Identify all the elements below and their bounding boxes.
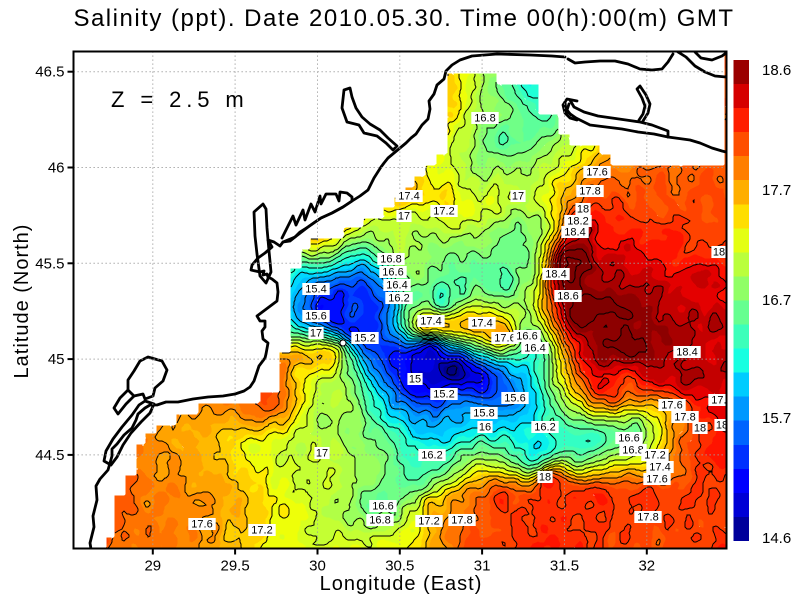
svg-text:18.2: 18.2 [567,216,588,228]
svg-text:17.4: 17.4 [649,462,670,474]
svg-text:17.6: 17.6 [711,395,732,407]
svg-text:16: 16 [479,422,491,434]
svg-text:15.7: 15.7 [762,410,791,427]
svg-text:18: 18 [577,204,589,216]
svg-text:15: 15 [409,374,421,386]
svg-text:17.8: 17.8 [674,412,695,424]
svg-text:Latitude (North): Latitude (North) [11,224,33,379]
svg-text:18: 18 [539,472,551,484]
svg-text:15.8: 15.8 [473,408,494,420]
svg-text:17.4: 17.4 [471,318,492,330]
svg-text:Salinity (ppt). Date 2010.05.3: Salinity (ppt). Date 2010.05.30. Time 00… [73,5,734,32]
svg-text:16.4: 16.4 [386,280,407,292]
svg-text:30.5: 30.5 [385,558,414,575]
svg-text:29: 29 [144,558,161,575]
svg-text:45: 45 [48,351,65,368]
svg-text:15.4: 15.4 [305,284,326,296]
svg-text:17: 17 [398,211,410,223]
svg-text:29.5: 29.5 [220,558,249,575]
svg-text:Longitude (East): Longitude (East) [320,573,483,595]
svg-text:17: 17 [310,328,322,340]
svg-text:14.6: 14.6 [762,530,791,547]
svg-text:17.4: 17.4 [420,316,441,328]
svg-text:17.6: 17.6 [646,474,667,486]
svg-text:18: 18 [694,423,706,435]
svg-text:16.2: 16.2 [534,422,555,434]
svg-text:17.7: 17.7 [762,182,791,199]
svg-text:17.2: 17.2 [251,525,272,537]
svg-text:32: 32 [638,558,655,575]
svg-text:16.6: 16.6 [372,501,393,513]
svg-text:Z = 2.5 m: Z = 2.5 m [111,87,249,112]
svg-text:15.6: 15.6 [504,393,525,405]
svg-text:16.8: 16.8 [474,113,495,125]
svg-text:18.4: 18.4 [676,347,697,359]
svg-text:17.6: 17.6 [661,400,682,412]
svg-text:31.5: 31.5 [550,558,579,575]
svg-text:44.5: 44.5 [35,447,64,464]
svg-text:16.8: 16.8 [622,445,643,457]
svg-text:46.5: 46.5 [35,64,64,81]
svg-text:17: 17 [316,448,328,460]
svg-text:16.6: 16.6 [618,433,639,445]
svg-text:18.6: 18.6 [557,291,578,303]
svg-text:16.8: 16.8 [380,254,401,266]
svg-text:18.6: 18.6 [762,62,791,79]
svg-text:17.6: 17.6 [191,519,212,531]
svg-text:16.8: 16.8 [369,515,390,527]
svg-text:16.6: 16.6 [382,267,403,279]
svg-text:17: 17 [512,191,524,203]
svg-text:17.8: 17.8 [451,515,472,527]
svg-text:15.6: 15.6 [305,311,326,323]
svg-text:45.5: 45.5 [35,255,64,272]
svg-text:18.4: 18.4 [545,269,566,281]
svg-text:17.4: 17.4 [398,191,419,203]
svg-text:16.2: 16.2 [421,450,442,462]
svg-text:17.2: 17.2 [433,206,454,218]
svg-text:17.6: 17.6 [494,333,515,345]
svg-text:18: 18 [716,420,728,432]
svg-text:17.2: 17.2 [418,516,439,528]
svg-text:18.4: 18.4 [564,227,585,239]
svg-text:16.7: 16.7 [762,292,791,309]
svg-text:16.4: 16.4 [524,343,545,355]
svg-text:31: 31 [474,558,491,575]
svg-text:17.2: 17.2 [644,450,665,462]
svg-text:18: 18 [713,247,725,259]
svg-text:15.2: 15.2 [354,333,375,345]
svg-text:30: 30 [309,558,326,575]
svg-text:17.8: 17.8 [637,512,658,524]
svg-text:16.6: 16.6 [516,331,537,343]
svg-text:16.2: 16.2 [388,293,409,305]
svg-text:17.6: 17.6 [586,167,607,179]
svg-text:15.2: 15.2 [433,389,454,401]
svg-text:17.8: 17.8 [579,186,600,198]
svg-text:46: 46 [48,160,65,177]
